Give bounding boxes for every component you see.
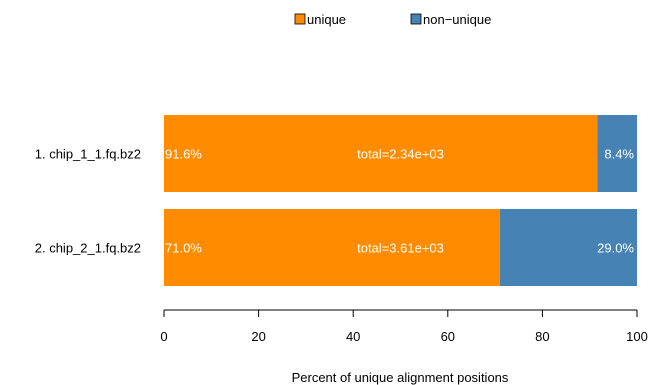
bar-segment-non-unique-1 [597,115,637,192]
legend: unique non−unique [294,12,491,27]
legend-swatch [410,13,422,25]
non-unique-percent-label: 29.0% [597,241,634,256]
category-label: 1. chip_1_1.fq.bz2 [35,147,141,162]
bar-segment-unique-1 [164,115,598,192]
bar-segment-unique-2 [164,209,500,286]
x-tick-label: 80 [535,329,549,344]
total-label: total=3.61e+03 [357,241,444,256]
unique-percent-label: 71.0% [165,241,202,256]
x-tick-label: 60 [441,329,455,344]
legend-swatch [294,13,306,25]
x-tick-label: 20 [251,329,265,344]
x-tick-label: 40 [346,329,360,344]
unique-percent-label: 91.6% [165,147,202,162]
category-labels: 1. chip_1_1.fq.bz2 2. chip_2_1.fq.bz2 [35,147,141,256]
legend-label: unique [307,12,346,27]
bar-segment-non-unique-2 [499,209,637,286]
x-axis-label: Percent of unique alignment positions [292,370,509,385]
legend-label: non−unique [423,12,491,27]
category-label: 2. chip_2_1.fq.bz2 [35,241,141,256]
total-label: total=2.34e+03 [357,147,444,162]
bars: 91.6% 8.4% total=2.34e+03 71.0% 29.0% total=3… [164,115,637,286]
x-tick-label: 100 [626,329,648,344]
x-axis: 0 20 40 60 80 100 [160,309,648,344]
non-unique-percent-label: 8.4% [604,147,634,162]
x-tick-label: 0 [160,329,167,344]
